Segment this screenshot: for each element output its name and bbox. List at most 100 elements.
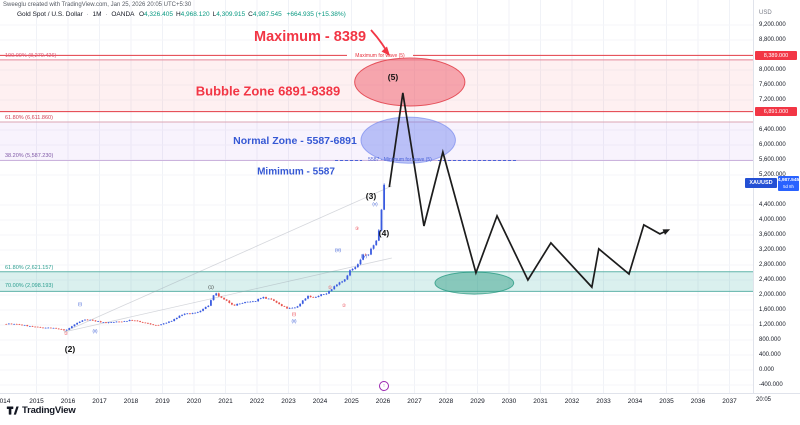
price-axis-label: 5,600.000 (759, 156, 786, 163)
price-axis-label: 5,200.000 (759, 171, 786, 178)
max-wave-line-label[interactable]: Maximum for wave (5) (355, 53, 405, 59)
time-axis-label: 2021 (218, 398, 233, 405)
time-axis-label: 2020 (186, 398, 202, 405)
trend-ray (63, 185, 392, 333)
symbol-legend[interactable]: Gold Spot / U.S. Dollar · 1M · OANDA O4,… (17, 11, 346, 18)
tradingview-logo-icon (6, 406, 19, 415)
ohlc-value: 4,326.405 (144, 11, 173, 18)
price-axis-label: 6,400.000 (759, 126, 786, 133)
current-price-value: 4,987.545 (777, 178, 800, 184)
price-axis-label: 6,000.000 (759, 141, 786, 148)
time-axis-label: 2019 (155, 398, 170, 405)
price-axis-label: 0.000 (759, 366, 775, 373)
separator: · (105, 11, 108, 18)
current-price-badge: 4,987.545 5d 8h (778, 176, 799, 191)
ohlc-values: O4,326.405 H4,968.120 L4,309.915 C4,987.545 (136, 11, 282, 18)
wave-label-bold[interactable]: (2) (64, 344, 76, 354)
price-axis-label: 3,600.000 (759, 231, 786, 238)
minimum-annotation[interactable]: Mimimum - 5587 (257, 166, 335, 178)
symbol-tag-badge: XAUUSD (745, 178, 777, 188)
time-axis-label: 2027 (407, 398, 422, 405)
trend-ray (63, 257, 392, 333)
zone-normal (0, 122, 753, 161)
maximum-annotation[interactable]: Maximum - 8389 (253, 29, 367, 45)
time-axis-label: 2036 (690, 398, 706, 405)
wave-label-tiny[interactable]: (i) (292, 311, 296, 317)
ohlc-key: O (138, 11, 145, 18)
price-badge-6891: 6,891.000 (755, 107, 797, 116)
event-marker-icon[interactable]: ↑ (379, 381, 389, 391)
time-axis-label: 2035 (659, 398, 674, 405)
wave-label-tiny[interactable]: (i) (78, 301, 82, 307)
price-axis-label: 4,000.000 (759, 216, 786, 223)
ohlc-key: H (175, 11, 181, 18)
tradingview-logo[interactable]: TradingView (6, 404, 76, 417)
time-axis[interactable]: 014 2015 2016 2017 2018 2019 2020 2021 2022 2023 2… (0, 393, 800, 412)
ohlc-value: 4,987.545 (252, 11, 282, 18)
time-axis-label: 2028 (438, 398, 454, 405)
wave-label-tiny[interactable]: (iv) (360, 253, 368, 259)
time-axis-label: 014 (0, 398, 11, 405)
fib-100-label[interactable]: 100.00% (8,270.426) (5, 53, 57, 59)
wave-label-tiny[interactable]: (ii) (291, 318, 297, 324)
price-axis-label: 9,200.000 (759, 21, 786, 28)
wave-label-bold[interactable]: (5) (387, 72, 399, 82)
ellipse-accumulation-target (434, 271, 515, 295)
credit-line: Sweeglu created with TradingView.com, Ja… (3, 2, 192, 8)
fib-618-low-label[interactable]: 61.80% (2,621.157) (5, 265, 54, 271)
price-axis-label: 7,600.000 (759, 81, 786, 88)
time-axis-label: 2032 (564, 398, 580, 405)
wave-label-tiny[interactable]: (v) (372, 201, 378, 207)
fib-618-high-label[interactable]: 61.80% (6,611.860) (5, 115, 53, 121)
price-axis-label: 400.000 (759, 351, 781, 358)
wave-label-tiny[interactable]: ① (327, 285, 333, 290)
time-axis-label: 2029 (470, 398, 485, 405)
price-axis-label: 2,800.000 (759, 261, 786, 268)
time-axis-label: 2025 (344, 398, 359, 405)
time-axis-label: 2022 (249, 398, 265, 405)
fib-700-label[interactable]: 70.00% (2,098.193) (5, 283, 54, 289)
zone-accumulation (0, 271, 753, 292)
wave-label-tiny[interactable]: ② (341, 303, 347, 308)
separator: · (86, 11, 89, 18)
price-axis[interactable]: USD 9,200.000 8,800.000 8,000.000 7,600.000… (753, 0, 800, 393)
currency-label: USD (759, 10, 772, 16)
price-axis-label: 8,800.000 (759, 36, 786, 43)
time-axis-label: 2017 (92, 398, 107, 405)
time-axis-label: 2031 (533, 398, 548, 405)
ellipse-wave5-bubble-target (354, 57, 466, 107)
time-axis-label: 2023 (281, 398, 296, 405)
ohlc-value: 4,968.120 (180, 11, 210, 18)
tradingview-logo-text: TradingView (22, 405, 76, 416)
symbol-title: Gold Spot / U.S. Dollar (17, 11, 83, 18)
session-clock: 20:05 (756, 397, 772, 403)
fib-382-label[interactable]: 38.20% (5,587.230) (5, 153, 54, 159)
exchange-label: OANDA (111, 11, 135, 18)
wave-label-tiny[interactable]: (1) (208, 284, 214, 290)
time-axis-label: 2033 (596, 398, 611, 405)
change-value: +664.935 (+15.38%) (286, 11, 346, 18)
wave-label-tiny[interactable]: (ii) (92, 328, 98, 334)
maximum-arrow (370, 29, 387, 51)
price-axis-label: 8,000.000 (759, 66, 786, 73)
wave-label-tiny[interactable]: ② (63, 331, 69, 336)
ohlc-key: C (248, 11, 253, 18)
wave-label-tiny[interactable]: ③ (354, 226, 360, 231)
ellipse-normal-zone-target (360, 116, 456, 164)
wave-label-bold[interactable]: (3) (365, 191, 377, 201)
bubble-zone-annotation[interactable]: Bubble Zone 6891-8389 (195, 83, 341, 99)
min-wave-line-label[interactable]: 5587 - Minimum for wave (5) (368, 157, 432, 163)
normal-zone-annotation[interactable]: Normal Zone - 5587-6891 (233, 135, 357, 147)
wave-label-tiny[interactable]: (iii) (335, 247, 341, 253)
time-axis-label: 2018 (123, 398, 139, 405)
candles-layer (5, 183, 386, 331)
wave-label-bold[interactable]: (4) (378, 228, 390, 238)
price-badge-8389: 8,389.000 (755, 51, 797, 60)
forecast-line (388, 92, 667, 289)
time-axis-label: 2030 (501, 398, 517, 405)
price-axis-label: 7,200.000 (759, 96, 786, 103)
price-axis-label: 800.000 (759, 336, 781, 343)
time-axis-label: 2037 (722, 398, 737, 405)
ohlc-key: L (212, 11, 217, 18)
